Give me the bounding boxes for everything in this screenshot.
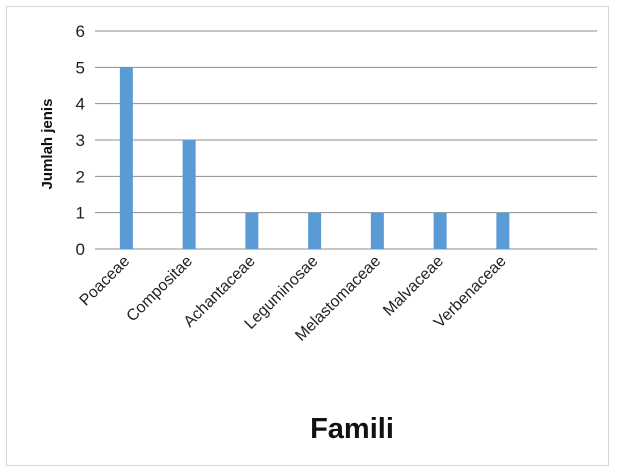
y-axis-title: Jumlah jenis	[39, 99, 56, 190]
x-axis-title: Famili	[310, 413, 394, 445]
x-tick-label-poaceae: Poaceae	[77, 253, 134, 310]
y-tick-label: 6	[76, 22, 85, 41]
y-tick-labels: 0 1 2 3 4 5 6	[76, 22, 85, 259]
bar-poaceae	[119, 67, 133, 249]
bar-malvaceae	[433, 212, 447, 249]
gridlines	[95, 30, 597, 250]
x-tick-label-malvaceae: Malvaceae	[380, 253, 447, 320]
bar-leguminosae	[308, 212, 322, 249]
bar-verbenaceae	[496, 212, 510, 249]
bars	[119, 67, 510, 249]
bar-achantaceae	[245, 212, 259, 249]
x-tick-labels: PoaceaeCompositaeAchantaceaeLeguminosaeM…	[77, 253, 510, 345]
bar-compositae	[182, 140, 196, 249]
y-tick-label: 1	[76, 204, 85, 223]
y-tick-label: 0	[76, 240, 85, 259]
y-tick-label: 5	[76, 58, 85, 77]
y-tick-label: 2	[76, 167, 85, 186]
bar-melastomaceae	[370, 212, 384, 249]
y-tick-label: 4	[76, 95, 85, 114]
y-tick-label: 3	[76, 131, 85, 150]
